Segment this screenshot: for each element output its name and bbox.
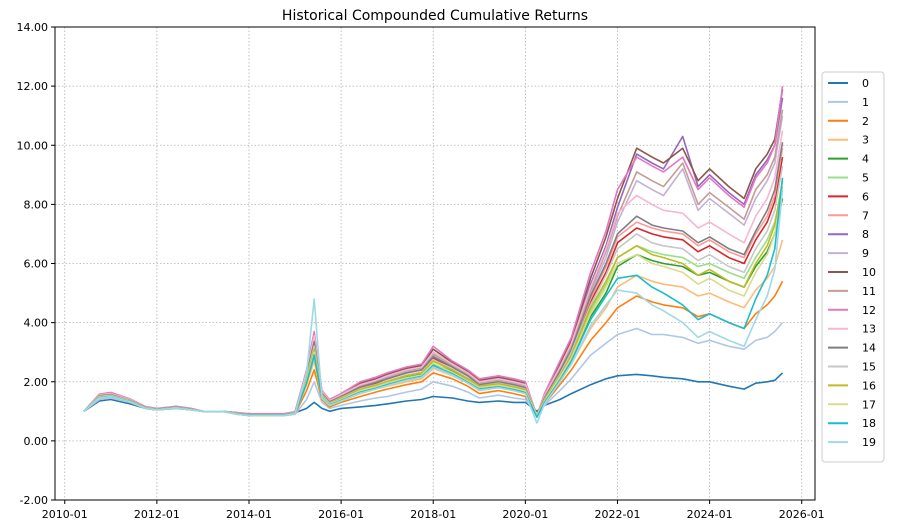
- legend-label: 14: [862, 342, 876, 355]
- legend-label: 12: [862, 304, 876, 317]
- legend-label: 4: [862, 153, 869, 166]
- series-line-19: [83, 189, 784, 424]
- x-tick-label: 2016-01: [318, 508, 364, 521]
- legend-label: 7: [862, 209, 869, 222]
- legend-label: 6: [862, 190, 869, 203]
- y-tick-label: 2.00: [24, 376, 49, 389]
- x-tick-label: 2010-01: [42, 508, 88, 521]
- x-tick-label: 2018-01: [410, 508, 456, 521]
- grid: [55, 26, 815, 501]
- x-axis: 2010-01 2012-01 2014-01 2016-01 2018-01 2020-…: [42, 500, 825, 521]
- legend-label: 3: [862, 134, 869, 147]
- series-lines: [83, 85, 784, 424]
- y-tick-label: 12.00: [17, 80, 49, 93]
- legend-label: 19: [862, 436, 876, 449]
- series-line-16: [83, 180, 784, 417]
- y-tick-label: 14.00: [17, 21, 49, 34]
- legend-label: 11: [862, 285, 876, 298]
- x-tick-label: 2026-01: [779, 508, 825, 521]
- legend-label: 5: [862, 172, 869, 185]
- legend-label: 8: [862, 228, 869, 241]
- legend-label: 1: [862, 96, 869, 109]
- legend-label: 13: [862, 323, 876, 336]
- chart-title: Historical Compounded Cumulative Returns: [282, 8, 588, 24]
- x-tick-label: 2014-01: [226, 508, 272, 521]
- legend-label: 17: [862, 398, 876, 411]
- x-tick-label: 2020-01: [502, 508, 548, 521]
- legend-box: [821, 71, 885, 463]
- y-tick-label: 6.00: [24, 258, 49, 271]
- y-tick-label: -2.00: [20, 494, 48, 507]
- y-tick-label: 10.00: [17, 139, 49, 152]
- y-tick-label: 0.00: [24, 435, 49, 448]
- legend-label: 2: [862, 115, 869, 128]
- legend-label: 10: [862, 266, 876, 279]
- y-tick-label: 8.00: [24, 198, 49, 211]
- plot-frame: [54, 26, 816, 501]
- x-tick-label: 2012-01: [134, 508, 180, 521]
- y-axis: -2.00 0.00 2.00 4.00 6.00 8.00 10.00 12.00 14.00: [17, 21, 55, 507]
- x-tick-label: 2022-01: [594, 508, 640, 521]
- y-tick-label: 4.00: [24, 317, 49, 330]
- legend-label: 18: [862, 417, 876, 430]
- legend-label: 0: [862, 77, 869, 90]
- x-tick-label: 2024-01: [687, 508, 733, 521]
- legend-label: 16: [862, 379, 876, 392]
- legend-label: 15: [862, 361, 876, 374]
- legend-label: 9: [862, 247, 869, 260]
